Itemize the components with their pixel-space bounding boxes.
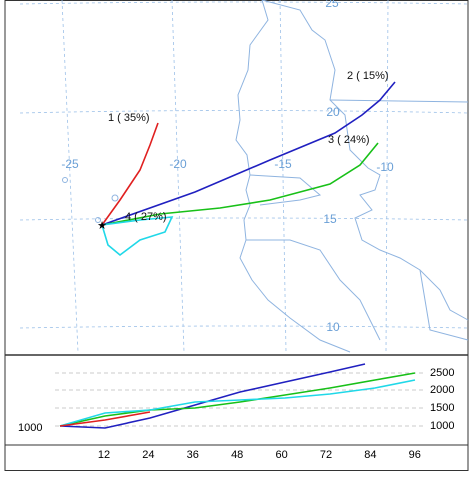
source-star: ★ (97, 220, 107, 232)
height-label: 1000 (430, 420, 454, 432)
longitude-label: -20 (169, 157, 187, 171)
grid-line (19, 1, 469, 5)
latitude-label: 10 (326, 320, 340, 334)
island (62, 177, 68, 183)
latitude-label: 25 (325, 0, 339, 10)
height-label: 1500 (430, 402, 454, 414)
hour-label: 36 (187, 449, 199, 461)
grid-line (19, 217, 469, 221)
grid-line (171, 0, 185, 353)
cluster-label: 1 ( 35%) (108, 112, 150, 124)
cluster-label: 4 ( 27%) (125, 211, 167, 223)
trajectories: ★ (97, 81, 396, 257)
hour-label: 12 (98, 449, 110, 461)
trajectory-3 (101, 142, 379, 226)
hour-label: 96 (409, 449, 421, 461)
longitude-label: -25 (61, 157, 79, 171)
grid-line (19, 110, 469, 114)
hour-label: 24 (142, 449, 154, 461)
island (95, 217, 101, 223)
cluster-label: 3 ( 24%) (328, 134, 370, 146)
height-1 (59, 411, 151, 427)
trajectory-2 (101, 81, 396, 226)
labels: -25 -20 -15 -10 25 20 15 10 1 ( 35%) 2 ( 15%) 3 ( … (18, 0, 454, 461)
hour-label: 84 (364, 449, 376, 461)
longitude-label: -15 (274, 157, 292, 171)
border (249, 174, 322, 206)
longitude-label: -10 (376, 160, 394, 174)
height-2 (59, 363, 366, 429)
coastline (62, 0, 469, 353)
grid-line (19, 325, 469, 329)
latitude-label: 15 (323, 212, 337, 226)
grid-line (279, 0, 287, 353)
cluster-label: 2 ( 15%) (347, 70, 389, 82)
start-height-label: 1000 (18, 422, 42, 434)
island (111, 194, 119, 202)
coast (235, 0, 351, 353)
height-4 (59, 379, 416, 427)
grid-line (61, 0, 79, 353)
grid-line (385, 0, 389, 353)
latitude-label: 20 (326, 105, 340, 119)
height-3 (59, 372, 416, 427)
frame (4, 0, 469, 471)
trajectory-1 (101, 122, 159, 226)
border (419, 269, 469, 341)
hour-label: 48 (231, 449, 243, 461)
border (261, 0, 469, 321)
height-label: 2000 (430, 384, 454, 396)
map-grid (19, 0, 469, 353)
hour-label: 60 (275, 449, 287, 461)
border (246, 239, 381, 341)
height-label: 2500 (430, 367, 454, 379)
height-panel (55, 363, 425, 429)
trajectory-4 (101, 216, 174, 257)
hour-label: 72 (320, 449, 332, 461)
border (329, 99, 469, 103)
